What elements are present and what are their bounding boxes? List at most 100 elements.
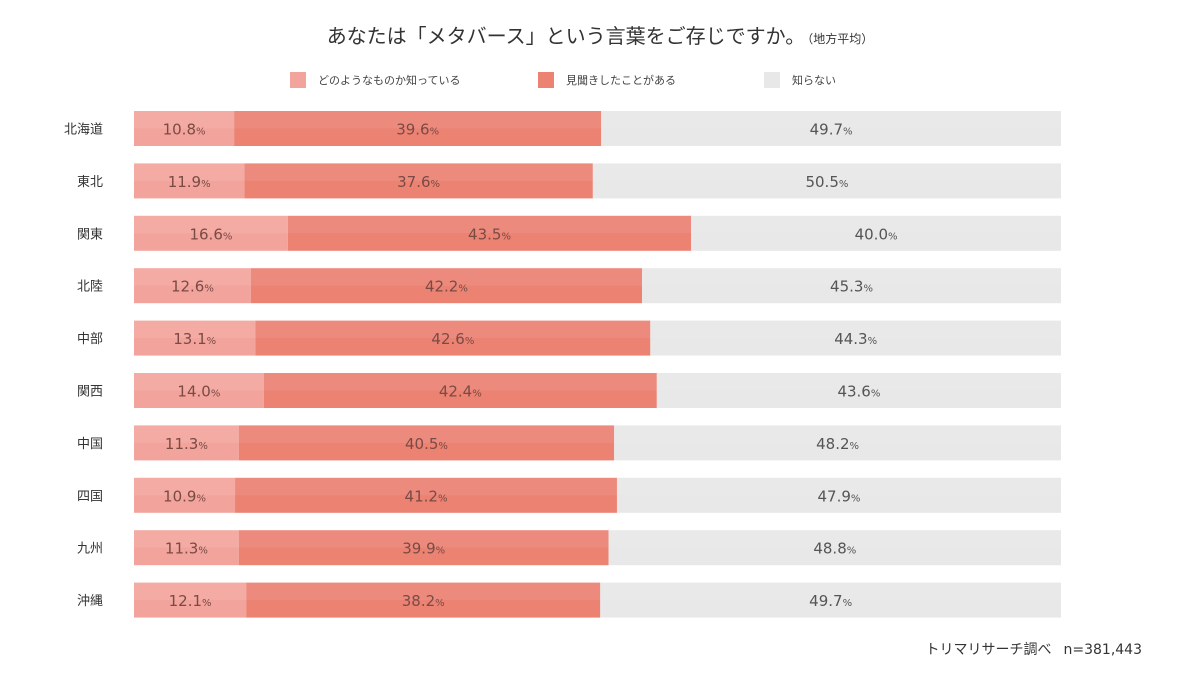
bar-dont-know: [641, 268, 1061, 304]
category-label: 中国: [77, 437, 103, 452]
data-label-know-well: 16.6%: [189, 225, 232, 243]
bar-sheen-heard: [263, 373, 657, 391]
data-label-dont-know: 48.2%: [816, 435, 859, 453]
bar-heard: [244, 163, 593, 199]
data-label-dont-know: 40.0%: [855, 225, 898, 243]
data-label-dont-know: 44.3%: [834, 330, 877, 348]
bar-sheen-dont-know: [601, 111, 1061, 129]
legend-item-dont-know: 知らない: [764, 71, 836, 89]
bar-know-well: [134, 111, 235, 146]
bar-sheen-know-well: [134, 477, 236, 496]
category-label: 関東: [77, 226, 103, 242]
legend-swatch-dont-know: [764, 72, 780, 88]
data-label-dont-know: 50.5%: [805, 173, 848, 191]
bar-sheen-know-well: [134, 320, 256, 339]
data-label-heard: 42.4%: [439, 383, 482, 401]
bar-sheen-heard: [234, 111, 602, 129]
chart-title-text: あなたは「メタバース」という言葉をご存じですか。: [326, 24, 806, 48]
bar-sheen-heard: [235, 477, 617, 496]
bar-know-well: [134, 582, 247, 618]
bar-know-well: [134, 163, 245, 199]
bar-sheen-know-well: [134, 215, 288, 234]
category-label: 関西: [77, 385, 103, 400]
category-label: 九州: [77, 542, 103, 557]
data-label-heard: 42.2%: [425, 278, 468, 296]
data-label-heard: 37.6%: [397, 173, 440, 191]
bar-sheen-heard: [287, 215, 692, 234]
bar-sheen-know-well: [134, 425, 239, 443]
bar-sheen-know-well: [134, 111, 235, 129]
bar-heard: [250, 268, 642, 304]
bar-sheen-dont-know: [656, 373, 1061, 391]
bar-dont-know: [592, 163, 1061, 199]
bar-heard: [234, 111, 602, 146]
bar-dont-know: [656, 373, 1061, 408]
data-label-know-well: 11.3%: [165, 540, 208, 558]
data-label-dont-know: 49.7%: [809, 592, 852, 610]
bar-sheen-heard: [246, 582, 601, 601]
data-label-know-well: 14.0%: [177, 383, 220, 401]
bar-dont-know: [608, 530, 1061, 566]
legend-item-know-well: どのようなものか知っている: [290, 71, 460, 89]
bar-know-well: [134, 530, 239, 566]
category-label: 中部: [77, 332, 103, 347]
bar-know-well: [134, 215, 288, 251]
category-label: 沖縄: [77, 594, 103, 609]
bar-heard: [238, 425, 615, 461]
data-label-know-well: 12.6%: [171, 278, 214, 296]
bar-know-well: [134, 373, 264, 408]
bar-heard: [263, 373, 657, 408]
bar-dont-know: [650, 320, 1061, 356]
legend-label-dont-know: 知らない: [792, 74, 836, 87]
data-label-know-well: 10.9%: [163, 487, 206, 505]
bar-know-well: [134, 425, 239, 461]
bar-sheen-heard: [255, 320, 651, 339]
data-label-know-well: 10.8%: [163, 121, 206, 139]
source-label: トリマリサーチ調べ: [925, 642, 1052, 658]
bar-dont-know: [614, 425, 1061, 461]
bar-dont-know: [616, 477, 1061, 513]
category-label: 東北: [77, 174, 103, 190]
bar-sheen-heard: [244, 163, 593, 181]
bar-sheen-dont-know: [616, 477, 1061, 496]
bar-heard: [238, 530, 609, 566]
chart-title: あなたは「メタバース」という言葉をご存じですか。 （地方平均）: [0, 20, 1200, 49]
legend-item-heard: 見聞きしたことがある: [538, 71, 676, 89]
data-label-know-well: 11.9%: [168, 173, 211, 191]
legend-label-heard: 見聞きしたことがある: [566, 74, 676, 87]
data-label-heard: 40.5%: [405, 435, 448, 453]
bar-sheen-know-well: [134, 373, 264, 391]
data-label-dont-know: 45.3%: [830, 278, 873, 296]
bar-know-well: [134, 477, 236, 513]
data-label-dont-know: 49.7%: [810, 121, 853, 139]
legend-swatch-know-well: [290, 72, 306, 88]
legend-swatch-heard: [538, 72, 554, 88]
source-credit: トリマリサーチ調べ n=381,443: [926, 639, 1143, 659]
category-label: 北海道: [64, 123, 103, 138]
bar-sheen-know-well: [134, 582, 247, 601]
data-label-dont-know: 47.9%: [818, 487, 861, 505]
bar-heard: [287, 215, 692, 251]
data-label-heard: 38.2%: [402, 592, 445, 610]
bar-dont-know: [600, 582, 1061, 618]
category-label: 北陸: [77, 279, 103, 295]
bar-heard: [246, 582, 601, 618]
bar-sheen-know-well: [134, 530, 239, 548]
bar-sheen-heard: [250, 268, 642, 286]
bar-dont-know: [601, 111, 1061, 146]
bar-dont-know: [691, 215, 1061, 251]
chart-subtitle: （地方平均）: [807, 32, 874, 46]
data-label-dont-know: 48.8%: [813, 540, 856, 558]
bar-heard: [255, 320, 651, 356]
data-label-heard: 41.2%: [405, 487, 448, 505]
category-label: 四国: [77, 489, 103, 504]
data-label-know-well: 12.1%: [169, 592, 212, 610]
bar-sheen-dont-know: [641, 268, 1061, 286]
data-label-heard: 39.6%: [396, 121, 439, 139]
bar-sheen-know-well: [134, 163, 245, 181]
sample-size: n=381,443: [1063, 642, 1143, 658]
data-label-dont-know: 43.6%: [837, 383, 880, 401]
bar-know-well: [134, 320, 256, 356]
data-label-heard: 42.6%: [431, 330, 474, 348]
